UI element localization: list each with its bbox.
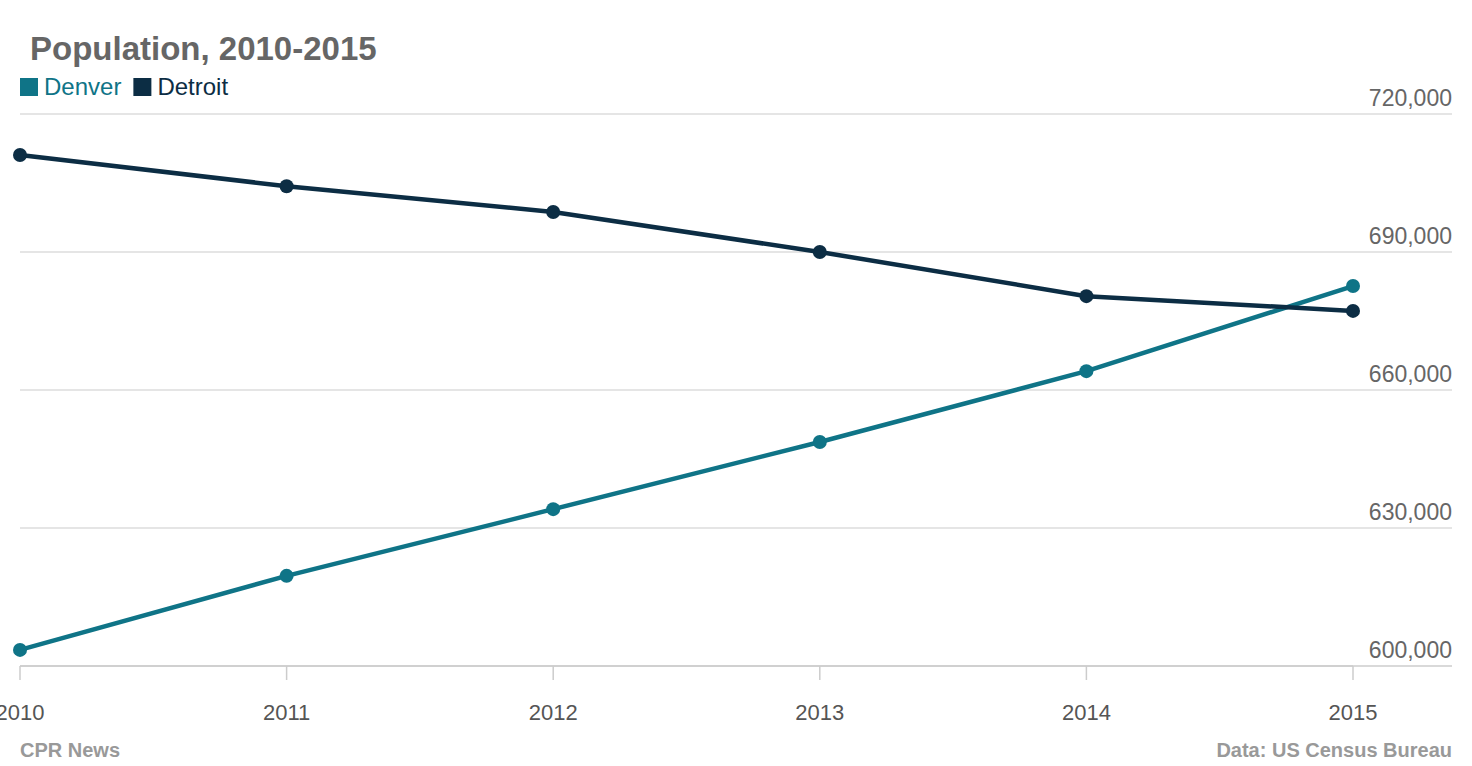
series-marker (546, 205, 560, 219)
y-tick-label: 600,000 (1369, 637, 1452, 663)
x-axis: 2010 2011 2012 2013 2014 2015 (0, 666, 1377, 725)
series-marker (1079, 364, 1093, 378)
title: Population, 2010-2015 (30, 30, 377, 67)
y-tick-label: 690,000 (1369, 223, 1452, 249)
series-marker (280, 179, 294, 193)
series-line (20, 155, 1353, 311)
legend: Denver Detroit (20, 73, 228, 100)
legend-swatch (133, 78, 151, 96)
legend-swatch (20, 78, 38, 96)
grid-line (20, 389, 1452, 391)
series-marker (1079, 289, 1093, 303)
x-tick-label: 2012 (529, 700, 578, 725)
x-tick (1086, 666, 1088, 680)
chart-container: Population, 2010-2015DenverDetroit600,00… (0, 0, 1472, 766)
x-tick-label: 2014 (1062, 700, 1111, 725)
x-tick (552, 666, 554, 680)
legend-label: Denver (44, 73, 121, 100)
plot-area (13, 148, 1360, 657)
series-line (20, 286, 1353, 650)
grid-line (20, 251, 1452, 253)
x-tick-label: 2013 (795, 700, 844, 725)
y-tick-label: 720,000 (1369, 85, 1452, 111)
grid-line (20, 665, 1452, 667)
x-axis-line (20, 665, 1353, 667)
x-tick-label: 2010 (0, 700, 44, 725)
source: Data: US Census Bureau (1216, 739, 1452, 761)
y-grid: 600,000 630,000 660,000 690,000 720,000 (20, 85, 1452, 666)
x-tick (819, 666, 821, 680)
y-tick-label: 630,000 (1369, 499, 1452, 525)
x-tick-label: 2015 (1329, 700, 1378, 725)
grid-line (20, 527, 1452, 529)
series-marker (1346, 279, 1360, 293)
x-tick-label: 2011 (263, 700, 310, 725)
series-marker (13, 643, 27, 657)
series-marker (813, 245, 827, 259)
legend-label: Detroit (157, 73, 228, 100)
chart-svg: Population, 2010-2015DenverDetroit600,00… (0, 0, 1472, 766)
x-tick (19, 666, 21, 680)
series-marker (1346, 304, 1360, 318)
x-tick (286, 666, 288, 680)
series-marker (13, 148, 27, 162)
x-tick (1352, 666, 1354, 680)
series-marker (546, 502, 560, 516)
credit: CPR News (20, 739, 120, 761)
series-marker (280, 569, 294, 583)
grid-line (20, 113, 1452, 115)
series-marker (813, 435, 827, 449)
y-tick-label: 660,000 (1369, 361, 1452, 387)
